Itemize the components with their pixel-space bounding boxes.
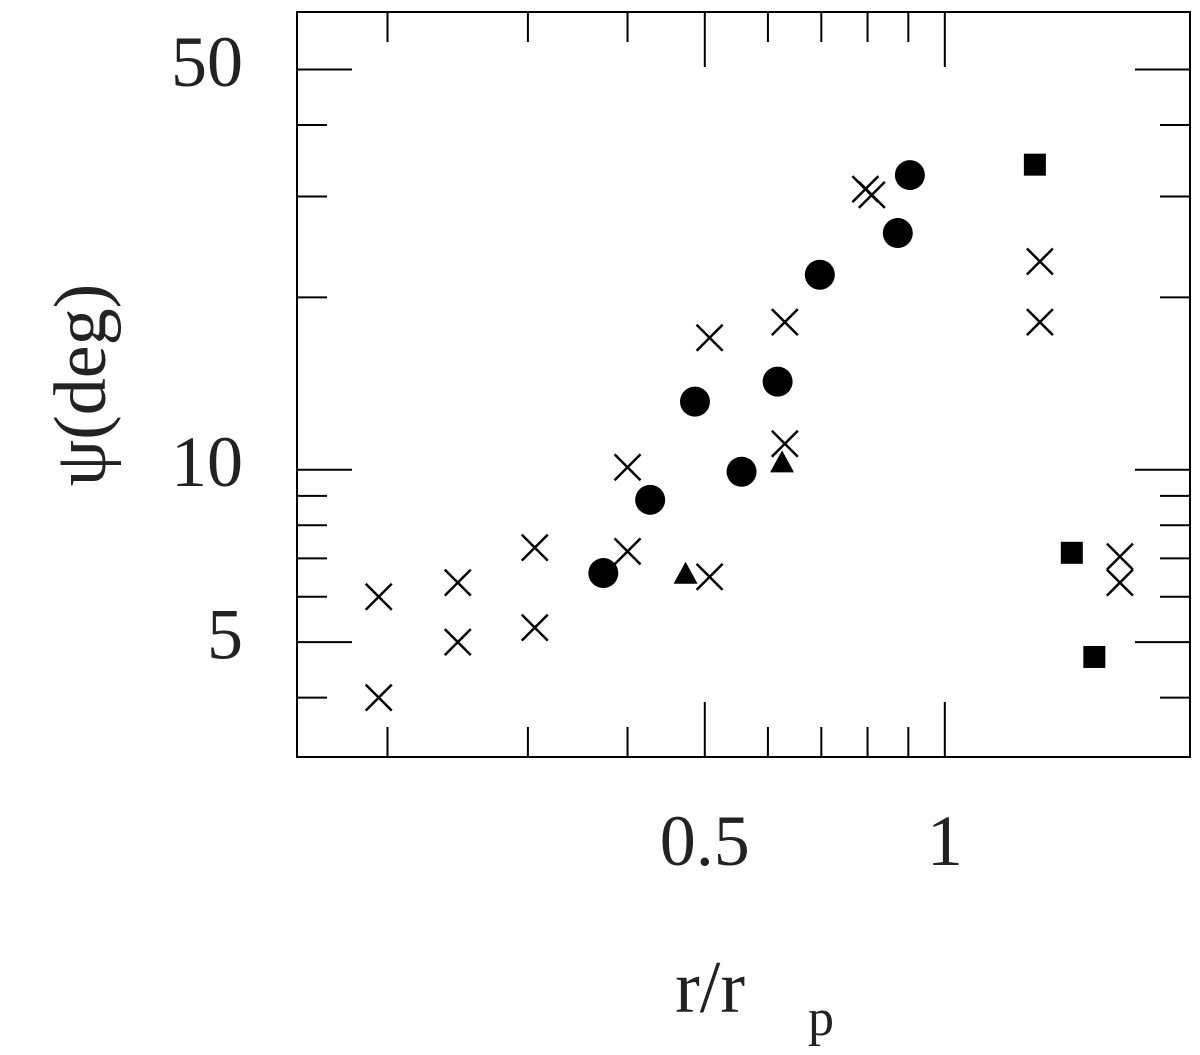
circle-marker (726, 456, 757, 487)
square-marker (1083, 645, 1106, 668)
circle-marker (635, 484, 666, 515)
cross-marker (695, 562, 724, 591)
cross-marker (364, 683, 393, 712)
cross-marker (520, 533, 549, 562)
cross-marker (770, 308, 799, 337)
square-marker (1060, 541, 1083, 564)
triangle-marker (770, 450, 795, 473)
cross-marker (1106, 568, 1134, 597)
cross-marker (1026, 247, 1054, 276)
cross-marker (1026, 308, 1054, 337)
x-axis-label-subscript: p (808, 990, 834, 1047)
x-axis-label: r/r (675, 947, 745, 1029)
circle-marker (679, 386, 710, 417)
circle-marker (762, 366, 793, 397)
cross-marker (1106, 542, 1134, 571)
circle-marker (882, 218, 913, 249)
circle-marker (588, 558, 619, 589)
cross-marker (443, 628, 472, 656)
circle-marker (894, 160, 925, 191)
y-axis-label: ψ(deg) (40, 284, 122, 486)
cross-marker (613, 453, 642, 482)
cross-marker (770, 429, 799, 458)
cross-marker (695, 323, 724, 352)
circle-marker (804, 259, 835, 290)
cross-marker (613, 537, 642, 566)
x-tick-label: 0.5 (660, 801, 750, 881)
y-tick-label: 10 (171, 422, 243, 502)
x-tick-label: 1 (927, 801, 963, 881)
triangle-marker (673, 561, 698, 584)
y-tick-label: 50 (171, 22, 243, 102)
square-marker (1023, 153, 1046, 176)
cross-marker (364, 582, 393, 611)
y-tick-label: 5 (207, 595, 243, 675)
cross-marker (857, 180, 886, 209)
cross-marker (520, 613, 549, 642)
plot-frame (296, 11, 1191, 758)
cross-marker (443, 568, 472, 597)
